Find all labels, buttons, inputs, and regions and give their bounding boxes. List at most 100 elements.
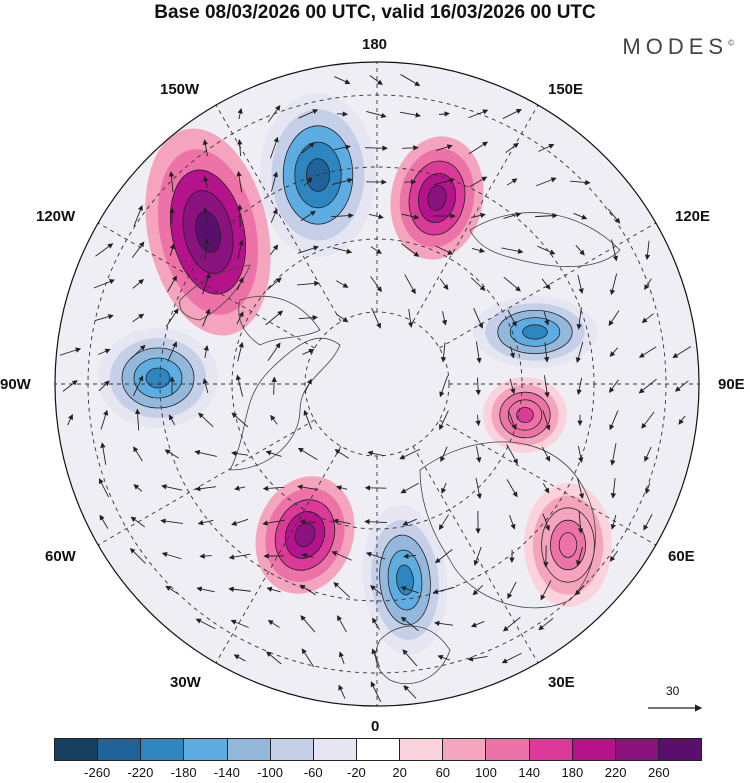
wind-vector (336, 280, 349, 288)
wind-vector (237, 204, 243, 227)
reference-vector-value: 30 (666, 684, 680, 698)
wind-vector (98, 478, 110, 498)
wind-vector (609, 273, 618, 296)
wind-vector (467, 655, 488, 662)
wind-vector (607, 208, 621, 224)
colorbar-tick-label: -140 (213, 765, 240, 780)
wind-vector (93, 279, 115, 289)
wind-vector (332, 247, 353, 254)
wind-vector (94, 314, 114, 321)
greenland-coastline (229, 337, 341, 471)
anomaly-contour (558, 532, 578, 558)
wind-vector (435, 245, 454, 255)
wind-vector (643, 514, 653, 531)
colorbar-tick-label: -60 (303, 765, 323, 780)
wind-vector (262, 519, 285, 526)
wind-vector (235, 374, 244, 397)
wind-vector (432, 586, 455, 595)
wind-vector (169, 243, 175, 256)
wind-vector (475, 477, 482, 500)
wind-vector (269, 136, 279, 159)
wind-vector (439, 278, 449, 290)
wind-vector (299, 519, 316, 525)
wind-vector (645, 482, 651, 495)
wind-vector (228, 553, 251, 560)
label-120w: 120W (36, 208, 76, 225)
wind-vector (503, 212, 522, 219)
anomaly-contour (427, 185, 447, 211)
wind-vector (129, 547, 146, 564)
colorbar-swatch-3 (184, 739, 228, 760)
wind-vector (644, 446, 652, 462)
label-90w: 90W (0, 376, 31, 393)
wind-vector (644, 278, 652, 291)
wind-vector (59, 347, 82, 356)
wind-vector (100, 409, 109, 430)
wind-vector (440, 342, 447, 363)
wind-vector (610, 443, 617, 466)
wind-vector (541, 446, 551, 462)
wind-vector (62, 380, 78, 392)
wind-vector (338, 651, 345, 664)
positive-center-160e (390, 136, 484, 260)
colorbar-tick-label: 220 (604, 765, 627, 780)
wind-vector (334, 449, 349, 459)
wind-vector (301, 553, 314, 559)
wind-vector (99, 514, 109, 529)
colorbar-tick-label: 260 (647, 765, 670, 780)
wind-vector (270, 208, 278, 223)
colorbar-swatch-13 (615, 739, 659, 760)
wind-vector (334, 76, 351, 85)
siberia-coastline (469, 212, 621, 267)
wind-vector (575, 244, 585, 256)
wind-vector (434, 620, 454, 627)
wind-vector (609, 550, 619, 562)
wind-vector (536, 177, 557, 187)
wind-vector (297, 484, 319, 491)
canadian-arctic-coastline (238, 296, 321, 346)
wind-vector (364, 145, 388, 151)
wind-vector (609, 379, 619, 393)
wind-vector (399, 111, 421, 118)
wind-vector (644, 240, 651, 261)
wind-vector (542, 410, 551, 431)
wind-vector (403, 685, 417, 699)
colorbar-swatch-12 (572, 739, 616, 760)
colorbar-tick-label: 140 (518, 765, 541, 780)
wind-vector (304, 378, 312, 393)
wind-vector (67, 414, 73, 426)
colorbar-swatch-2 (141, 739, 185, 760)
wind-vector (609, 347, 619, 357)
wind-vector (303, 409, 312, 430)
wind-vector (472, 584, 484, 596)
label-90e: 90E (718, 376, 745, 393)
wind-vector (401, 213, 420, 220)
wind-vector (538, 617, 554, 631)
wind-vector (337, 615, 347, 633)
wind-vector (198, 412, 214, 428)
wind-vector (100, 442, 107, 465)
wind-vector (509, 515, 516, 530)
wind-vector (672, 346, 692, 358)
wind-vector (543, 311, 550, 326)
meridian-line (97, 222, 315, 349)
wind-vector (470, 621, 485, 628)
colorbar-tick-label: -20 (346, 765, 366, 780)
wind-vector (303, 177, 313, 187)
wind-vector (203, 238, 210, 261)
colorbar-swatch-14 (658, 739, 702, 760)
wind-vector (132, 279, 144, 289)
colorbar-swatch-7 (356, 739, 401, 760)
wind-vector (167, 275, 177, 293)
wind-vector (133, 446, 143, 462)
wind-vector (678, 415, 686, 425)
wind-vector (638, 346, 657, 358)
wind-vector (269, 244, 279, 256)
positive-center-45w (255, 476, 355, 594)
wind-vector (366, 110, 387, 119)
wind-vector (167, 341, 177, 362)
wind-vector (95, 243, 114, 257)
wind-vector (262, 485, 285, 492)
wind-vector (501, 247, 524, 254)
wind-vector (407, 309, 414, 328)
